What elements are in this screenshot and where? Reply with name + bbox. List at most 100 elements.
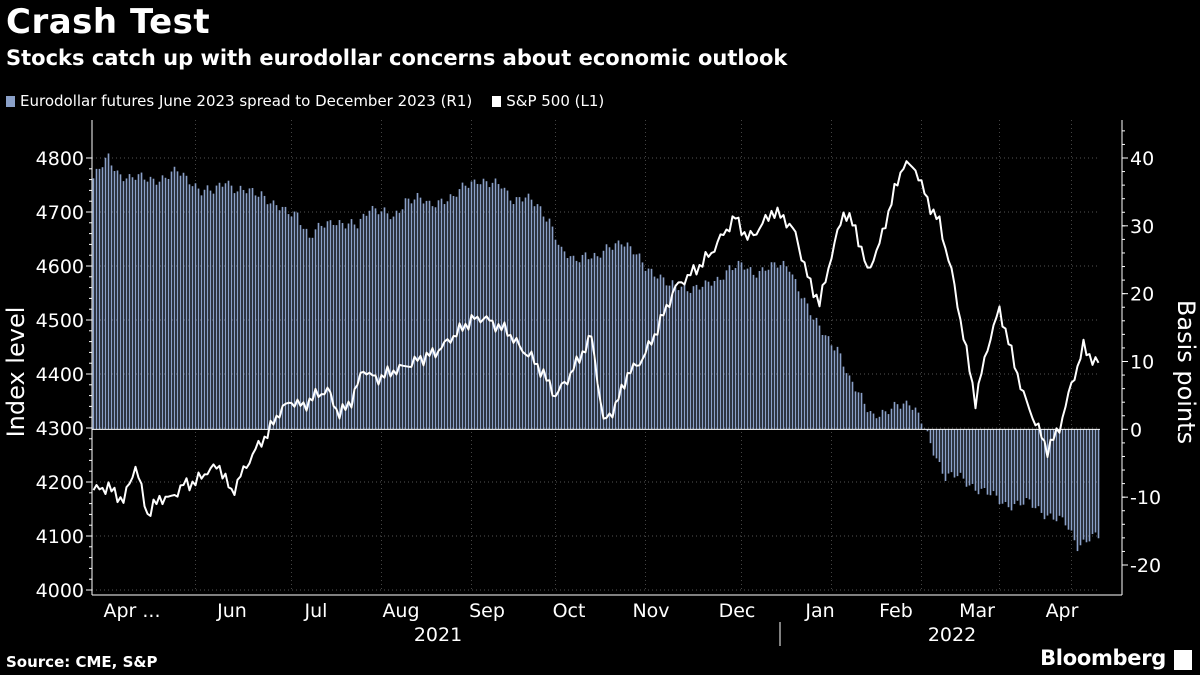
bar xyxy=(998,429,1001,505)
bar xyxy=(119,174,122,430)
bar xyxy=(455,196,458,430)
bar xyxy=(476,183,479,430)
bar xyxy=(1040,429,1043,513)
bar xyxy=(827,336,830,430)
bar xyxy=(434,207,437,430)
bar xyxy=(458,189,461,430)
bar xyxy=(101,167,104,430)
bar xyxy=(296,212,299,430)
bar xyxy=(917,412,920,430)
bar xyxy=(959,429,962,473)
bar xyxy=(935,429,938,459)
bar xyxy=(602,250,605,430)
bar xyxy=(881,409,884,430)
bar xyxy=(884,411,887,430)
bar xyxy=(899,408,902,430)
bar xyxy=(647,268,650,430)
bar xyxy=(617,240,620,430)
left-axis-ticks: 4000 4100 4200 4300 4400 4500 4600 4700 4800 xyxy=(36,148,92,602)
bar xyxy=(419,197,422,430)
bar xyxy=(278,210,281,430)
bar xyxy=(863,403,866,430)
bar xyxy=(170,171,173,430)
bar xyxy=(584,252,587,430)
bar xyxy=(1046,429,1049,516)
bar xyxy=(1055,429,1058,522)
source-note: Source: CME, S&P xyxy=(6,653,158,671)
bar xyxy=(797,291,800,430)
bar xyxy=(839,353,842,430)
bar xyxy=(806,303,809,430)
bar xyxy=(632,254,635,430)
bar xyxy=(821,335,824,430)
bar xyxy=(503,187,506,430)
bar xyxy=(305,228,308,430)
bar xyxy=(875,418,878,430)
bar xyxy=(848,375,851,430)
x-year-label: 2022 xyxy=(928,624,976,646)
bar xyxy=(179,175,182,430)
bar xyxy=(440,198,443,430)
bar xyxy=(707,281,710,430)
bar xyxy=(410,203,413,430)
bar xyxy=(182,172,185,430)
bar xyxy=(905,400,908,430)
bar xyxy=(566,258,569,430)
bar xyxy=(488,187,491,430)
left-tick-label: 4100 xyxy=(36,526,84,548)
bar xyxy=(311,237,314,430)
legend-label-line: S&P 500 (L1) xyxy=(506,92,605,110)
bloomberg-icon xyxy=(1174,650,1192,670)
bar xyxy=(257,196,260,430)
bar xyxy=(746,268,749,430)
bar xyxy=(512,204,515,430)
x-tick-label: Apr ... xyxy=(103,600,160,622)
bar xyxy=(590,258,593,430)
bar xyxy=(452,195,455,430)
bar xyxy=(674,284,677,430)
bar xyxy=(1094,429,1097,533)
bar xyxy=(293,211,296,430)
bar xyxy=(989,429,992,496)
brand-logo: Bloomberg xyxy=(1040,646,1166,670)
bar xyxy=(335,225,338,430)
bar xyxy=(131,177,134,430)
bar xyxy=(893,401,896,430)
bar xyxy=(479,184,482,430)
bar xyxy=(104,157,107,430)
bar xyxy=(719,279,722,430)
bar xyxy=(677,290,680,430)
bar xyxy=(341,223,344,430)
bar xyxy=(578,262,581,430)
bar xyxy=(443,204,446,430)
bar xyxy=(461,182,464,430)
bar xyxy=(329,220,332,430)
bar xyxy=(359,218,362,430)
bar xyxy=(494,178,497,430)
bar xyxy=(368,210,371,430)
bar xyxy=(701,286,704,430)
bar xyxy=(950,429,953,473)
x-tick-label: Jun xyxy=(216,600,247,622)
bar xyxy=(422,203,425,430)
bar xyxy=(812,319,815,430)
bar xyxy=(659,274,662,430)
bar xyxy=(638,253,641,430)
bar xyxy=(1076,429,1079,552)
bar xyxy=(833,350,836,430)
bar xyxy=(758,270,761,430)
bar xyxy=(287,214,290,430)
bar xyxy=(737,260,740,430)
bar xyxy=(428,200,431,430)
bar xyxy=(371,205,374,430)
bar xyxy=(1028,429,1031,500)
bar xyxy=(686,291,689,430)
bar xyxy=(338,220,341,430)
right-tick-label: 40 xyxy=(1130,148,1154,170)
bar xyxy=(956,429,959,477)
x-tick-label: Feb xyxy=(879,600,913,622)
bar xyxy=(236,191,239,430)
bar xyxy=(482,178,485,430)
bar xyxy=(515,197,518,430)
